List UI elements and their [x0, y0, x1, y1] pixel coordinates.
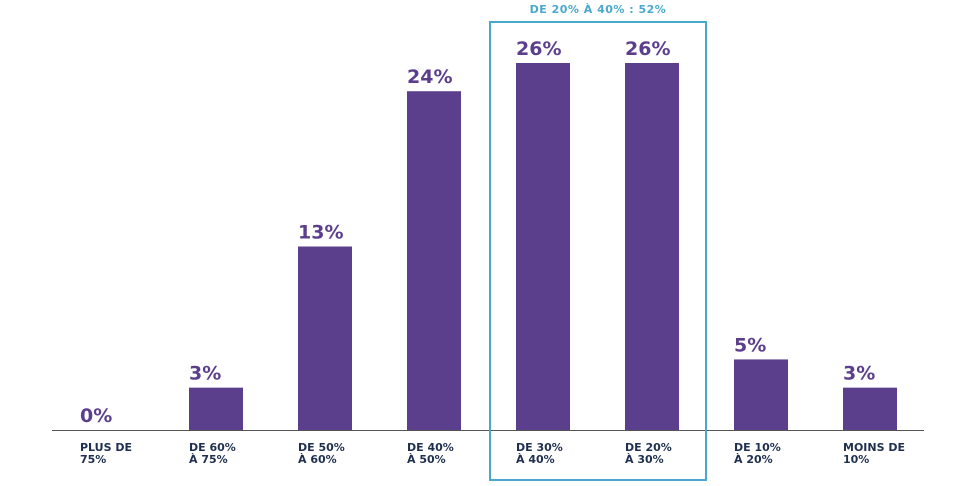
bar-4 [516, 63, 570, 430]
bar-3 [407, 91, 461, 430]
tick-label-1-line-1: À 75% [189, 453, 228, 466]
tick-label-4-line-0: DE 30% [516, 441, 563, 454]
tick-label-5-line-0: DE 20% [625, 441, 672, 454]
tick-label-3: DE 40% À 50% [407, 441, 454, 466]
value-labels-group: 0% 3% 13% 24% 26% 26% 5% 3% [80, 38, 875, 427]
tick-label-7-line-1: 10% [843, 453, 869, 466]
tick-label-2-line-1: À 60% [298, 453, 337, 466]
tick-label-0-line-1: 75% [80, 453, 106, 466]
value-label-3: 24% [407, 66, 452, 88]
tick-label-3-line-1: À 50% [407, 453, 446, 466]
tick-label-5: DE 20% À 30% [625, 441, 672, 466]
tick-label-3-line-0: DE 40% [407, 441, 454, 454]
bar-2 [298, 246, 352, 430]
highlight-box [489, 21, 707, 481]
tick-label-6-line-0: DE 10% [734, 441, 781, 454]
value-label-1: 3% [189, 363, 221, 385]
tick-label-1: DE 60% À 75% [189, 441, 236, 466]
bar-7 [843, 387, 897, 430]
bar-1 [189, 387, 243, 430]
value-label-6: 5% [734, 334, 766, 356]
bars-group [189, 63, 897, 430]
tick-label-7-line-0: MOINS DE [843, 441, 905, 454]
tick-label-0-line-0: PLUS DE [80, 441, 132, 454]
tick-label-5-line-1: À 30% [625, 453, 664, 466]
value-label-4: 26% [516, 38, 561, 60]
tick-label-0: PLUS DE 75% [80, 441, 132, 466]
tick-label-2-line-0: DE 50% [298, 441, 345, 454]
tick-label-6-line-1: À 20% [734, 453, 773, 466]
tick-labels-group: PLUS DE 75%DE 60% À 75%DE 50% À 60%DE 40% À … [80, 441, 905, 466]
tick-label-4: DE 30% À 40% [516, 441, 563, 466]
tick-label-2: DE 50% À 60% [298, 441, 345, 466]
value-label-5: 26% [625, 38, 670, 60]
bar-5 [625, 63, 679, 430]
bar-6 [734, 359, 788, 430]
tick-label-4-line-1: À 40% [516, 453, 555, 466]
value-label-2: 13% [298, 222, 343, 244]
highlight-label: DE 20% À 40% : 52% [530, 3, 667, 16]
value-label-7: 3% [843, 363, 875, 385]
tick-label-1-line-0: DE 60% [189, 441, 236, 454]
tick-label-7: MOINS DE 10% [843, 441, 905, 466]
value-label-0: 0% [80, 405, 112, 427]
tick-label-6: DE 10% À 20% [734, 441, 781, 466]
